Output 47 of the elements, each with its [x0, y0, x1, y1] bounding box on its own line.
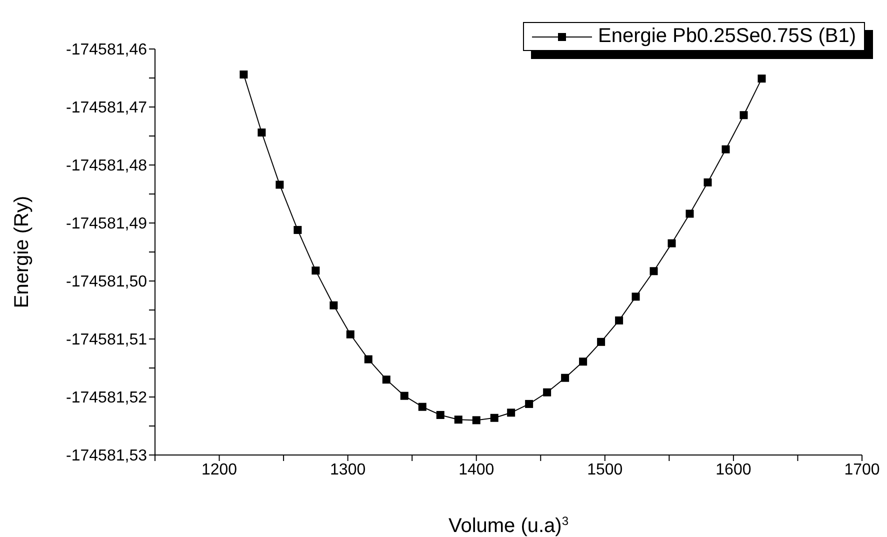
point: [668, 239, 676, 248]
x-tick-label: 1400: [458, 461, 494, 478]
point: [758, 74, 766, 83]
point: [312, 266, 320, 275]
y-tick-label: -174581,46: [66, 42, 148, 59]
point: [615, 316, 624, 324]
point: [382, 376, 390, 384]
point: [650, 267, 658, 276]
point: [525, 400, 534, 408]
point: [507, 408, 516, 417]
y-tick-label: -174581,49: [66, 216, 148, 233]
y-tick-label: -174581,53: [66, 448, 148, 465]
point: [632, 292, 640, 301]
point: [472, 416, 480, 424]
point: [330, 301, 338, 310]
point: [346, 330, 354, 338]
y-tick-label: -174581,48: [66, 158, 148, 175]
y-tick-label: -174581,47: [66, 100, 148, 117]
point: [276, 180, 284, 189]
point: [436, 410, 444, 419]
point: [561, 374, 570, 382]
point: [364, 355, 372, 364]
point: [490, 414, 498, 422]
point: [294, 226, 302, 234]
x-tick-label: 1200: [201, 461, 238, 478]
y-tick-label: -174581,50: [66, 274, 148, 291]
point: [258, 128, 266, 137]
point: [686, 210, 694, 218]
legend-label: Energie Pb0.25Se0.75S (B1): [598, 25, 856, 48]
x-axis-title: Volume (u.a)$^{3}$: [448, 514, 569, 537]
point: [454, 416, 462, 424]
x-tick-label: 1700: [844, 461, 880, 478]
y-tick-label: -174581,51: [66, 332, 148, 349]
point: [579, 358, 588, 366]
point: [740, 111, 748, 120]
point: [543, 388, 552, 396]
x-tick-label: 1600: [716, 461, 752, 478]
x-tick-label: 1500: [587, 461, 623, 478]
point: [400, 392, 408, 400]
point: [722, 145, 730, 154]
point: [704, 178, 712, 186]
y-tick-label: -174581,52: [66, 390, 148, 407]
point: [418, 402, 426, 411]
y-axis-title: Energie (Ry): [11, 196, 33, 308]
point: [597, 338, 606, 346]
point: [240, 70, 248, 79]
x-tick-label: 1300: [330, 461, 366, 478]
